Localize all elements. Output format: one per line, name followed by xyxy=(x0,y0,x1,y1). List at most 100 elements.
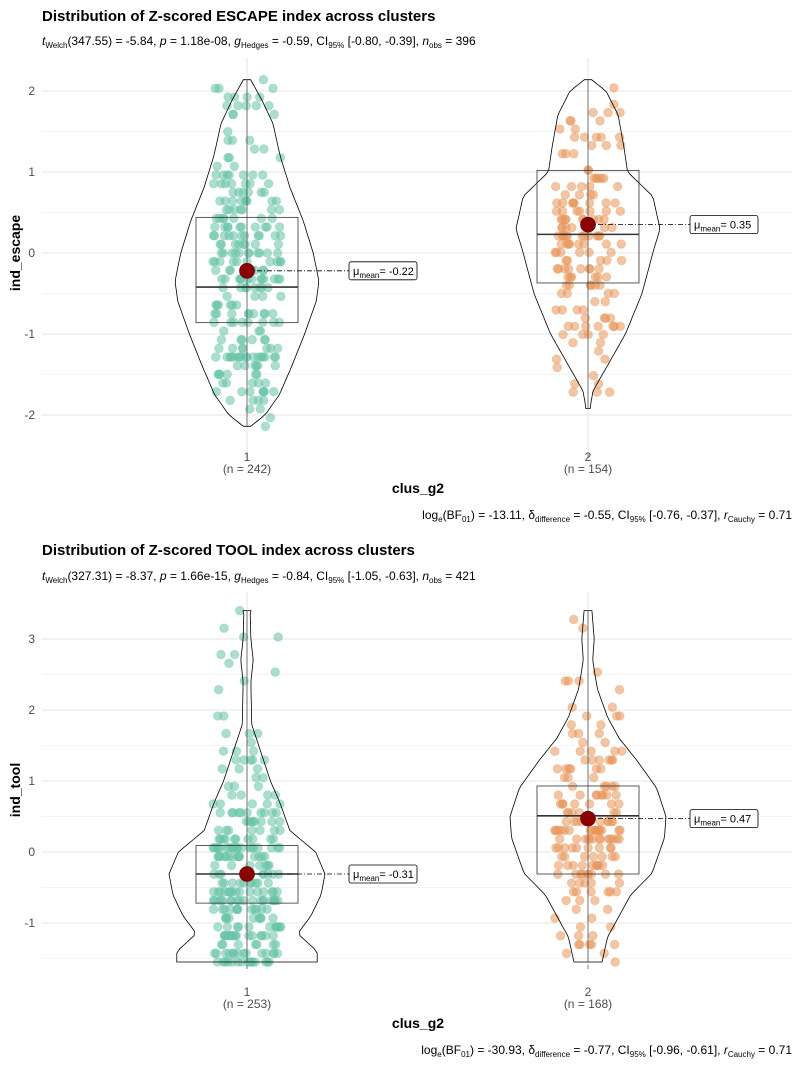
data-point xyxy=(554,834,565,844)
data-point xyxy=(562,231,573,241)
data-point xyxy=(568,337,578,348)
data-point xyxy=(219,711,229,721)
data-point xyxy=(250,878,261,888)
data-point xyxy=(607,851,617,862)
data-point xyxy=(215,799,226,809)
data-point xyxy=(267,807,278,818)
y-tick-label: -2 xyxy=(24,408,35,422)
data-point xyxy=(211,170,221,180)
data-point xyxy=(234,248,244,258)
data-point xyxy=(595,116,605,126)
data-point xyxy=(268,930,279,941)
data-point xyxy=(269,825,280,836)
data-point xyxy=(257,274,267,284)
data-point xyxy=(557,148,568,159)
data-point xyxy=(224,230,234,241)
data-point xyxy=(269,274,280,284)
data-point xyxy=(585,206,595,216)
data-point xyxy=(583,834,594,844)
data-point xyxy=(227,790,237,800)
y-tick-label: 1 xyxy=(28,165,35,179)
data-point xyxy=(244,843,255,853)
gridlines xyxy=(42,58,792,454)
y-tick-label: -1 xyxy=(24,327,35,341)
data-point xyxy=(594,755,605,765)
data-point xyxy=(256,213,267,224)
data-point xyxy=(596,173,607,184)
data-point xyxy=(257,170,268,180)
data-point xyxy=(577,860,588,871)
mean-label-box xyxy=(689,809,759,829)
data-point xyxy=(270,352,281,362)
data-point xyxy=(586,825,597,836)
data-point xyxy=(612,181,623,192)
data-point xyxy=(595,337,606,348)
data-point xyxy=(232,895,243,906)
data-point xyxy=(254,326,264,336)
data-point xyxy=(263,878,274,888)
y-tick-label: 0 xyxy=(28,845,35,859)
data-point xyxy=(247,755,258,765)
y-tick-label: 2 xyxy=(28,703,35,717)
data-point xyxy=(231,755,241,765)
data-point xyxy=(267,816,277,827)
data-point xyxy=(265,256,276,267)
data-point xyxy=(590,296,600,307)
data-point xyxy=(215,256,225,267)
data-point xyxy=(258,895,269,906)
data-point xyxy=(244,135,255,146)
data-point xyxy=(247,334,257,345)
data-point xyxy=(236,230,247,241)
data-point xyxy=(268,913,278,923)
data-point xyxy=(606,799,617,809)
data-point xyxy=(608,321,618,332)
data-point xyxy=(586,746,596,757)
data-point xyxy=(231,930,241,941)
data-point xyxy=(213,887,224,897)
data-point xyxy=(596,720,606,730)
data-point xyxy=(223,222,233,232)
data-point xyxy=(557,305,568,315)
data-point xyxy=(275,230,286,241)
data-point xyxy=(259,144,269,154)
chart-caption: loge(BF01) = -30.93, δdifference = -0.77… xyxy=(421,1043,792,1059)
violin-outline xyxy=(168,610,326,963)
data-point xyxy=(252,764,263,774)
data-point xyxy=(218,746,229,757)
data-point xyxy=(244,728,255,739)
data-point xyxy=(579,132,590,142)
data-point xyxy=(220,851,231,862)
data-point xyxy=(262,222,272,232)
data-point xyxy=(607,816,617,827)
data-point xyxy=(276,291,286,302)
data-point xyxy=(237,343,248,354)
data-point xyxy=(275,256,286,267)
data-point xyxy=(268,939,279,950)
data-point xyxy=(265,343,276,354)
data-point xyxy=(210,265,221,276)
data-point xyxy=(570,379,580,389)
violin-outline xyxy=(515,79,661,409)
data-point xyxy=(561,222,571,233)
data-point xyxy=(237,386,247,397)
data-point xyxy=(593,272,603,282)
data-point xyxy=(269,386,279,397)
data-point xyxy=(272,922,283,932)
data-point xyxy=(211,352,221,362)
data-point xyxy=(569,132,580,142)
x-axis-title: clus_g2 xyxy=(392,1015,444,1031)
violin-outline xyxy=(174,79,320,427)
data-point xyxy=(594,231,604,241)
data-point xyxy=(208,904,219,915)
data-point xyxy=(208,230,219,241)
mean-label: μmean= -0.22 xyxy=(353,266,414,280)
data-point xyxy=(234,851,244,862)
data-point xyxy=(222,922,233,932)
data-point xyxy=(580,755,590,765)
data-point xyxy=(237,204,247,215)
data-point xyxy=(221,204,232,215)
data-point xyxy=(256,904,267,915)
data-point xyxy=(258,352,268,362)
x-tick-count: (n = 242) xyxy=(223,462,271,476)
